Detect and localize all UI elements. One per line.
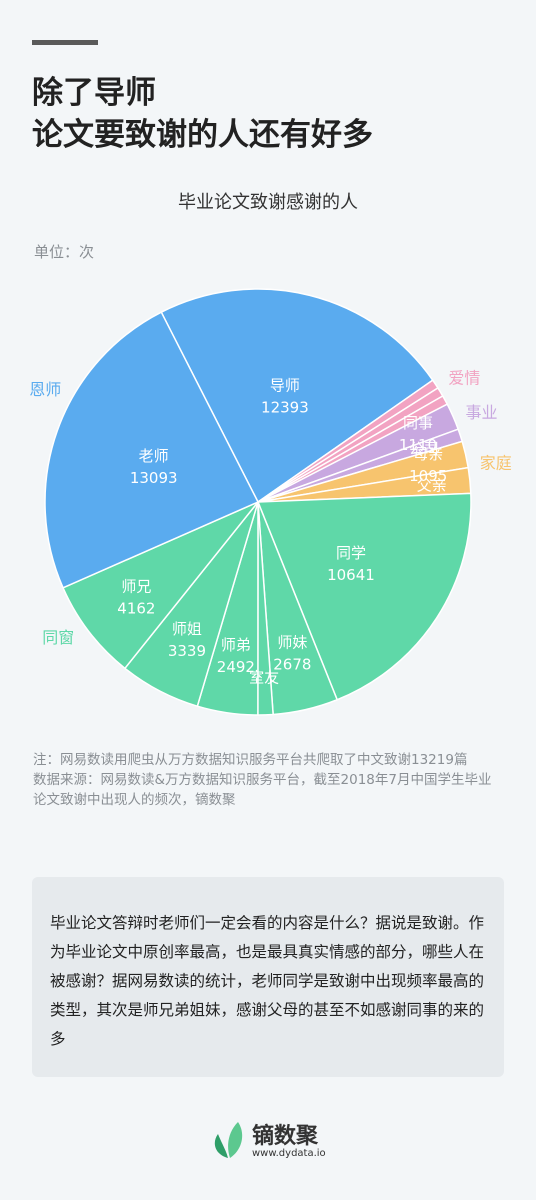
slice-label: 父亲	[417, 476, 447, 494]
slice-label: 公司	[409, 439, 439, 457]
chart-title: 毕业论文致谢感谢的人	[178, 192, 358, 213]
slice-value: 2678	[273, 655, 311, 673]
notes: 注：网易数读用爬虫从万方数据知识服务平台共爬取了中文致谢13219篇 数据来源：…	[33, 750, 503, 810]
group-label-爱情: 爱情	[448, 368, 480, 387]
slice-label: 室友	[249, 669, 279, 687]
slice-value: 4162	[117, 599, 155, 617]
headline-line-2: 论文要致谢的人还有好多	[32, 117, 373, 153]
slice-value: 3339	[168, 642, 206, 660]
pie-slice-老师	[44, 311, 260, 589]
brand-url: www.dydata.io	[252, 1148, 326, 1159]
pie-slice-师兄	[62, 501, 259, 670]
slice-label: 导师	[270, 377, 300, 395]
slice-label: 同事	[403, 414, 433, 432]
group-label-事业: 事业	[466, 403, 498, 422]
group-label-恩师: 恩师	[29, 380, 61, 399]
slice-value: 1110	[399, 436, 437, 454]
slice-label: 师姐	[172, 620, 202, 638]
page-headline: 除了导师 论文要致谢的人还有好多	[32, 72, 373, 156]
slice-value: 12393	[261, 399, 309, 417]
slice-value: 10641	[327, 566, 375, 584]
source-text: 数据来源：网易数读&万方数据知识服务平台，截至2018年7月中国学生毕业论文致谢…	[33, 772, 492, 808]
slice-label: 师弟	[221, 636, 251, 654]
slice-label: 师兄	[121, 577, 151, 595]
headline-line-1: 除了导师	[32, 75, 156, 111]
group-label-家庭: 家庭	[480, 454, 512, 473]
slice-value: 1095	[409, 467, 447, 485]
slice-value: 13093	[130, 469, 178, 487]
pie-slice-导师	[160, 288, 434, 504]
leaf-logo-icon	[214, 1122, 243, 1158]
header-accent-bar	[32, 40, 98, 45]
summary-text: 毕业论文答辩时老师们一定会看的内容是什么？据说是致谢。作为毕业论文中原创率最高，…	[50, 914, 485, 1048]
slice-label: 师妹	[277, 633, 307, 651]
note-text: 注：网易数读用爬虫从万方数据知识服务平台共爬取了中文致谢13219篇	[33, 752, 468, 768]
unit-label: 单位：次	[34, 243, 95, 261]
brand-name: 镝数聚	[252, 1124, 319, 1149]
group-label-同窗: 同窗	[42, 628, 74, 647]
slice-value: 2492	[217, 658, 255, 676]
slice-label: 老师	[139, 447, 169, 465]
slice-label: 同学	[336, 544, 366, 562]
summary-card: 毕业论文答辩时老师们一定会看的内容是什么？据说是致谢。作为毕业论文中原创率最高，…	[32, 877, 504, 1077]
pie-slice-同学	[256, 492, 472, 701]
slice-label: 母亲	[413, 445, 443, 463]
